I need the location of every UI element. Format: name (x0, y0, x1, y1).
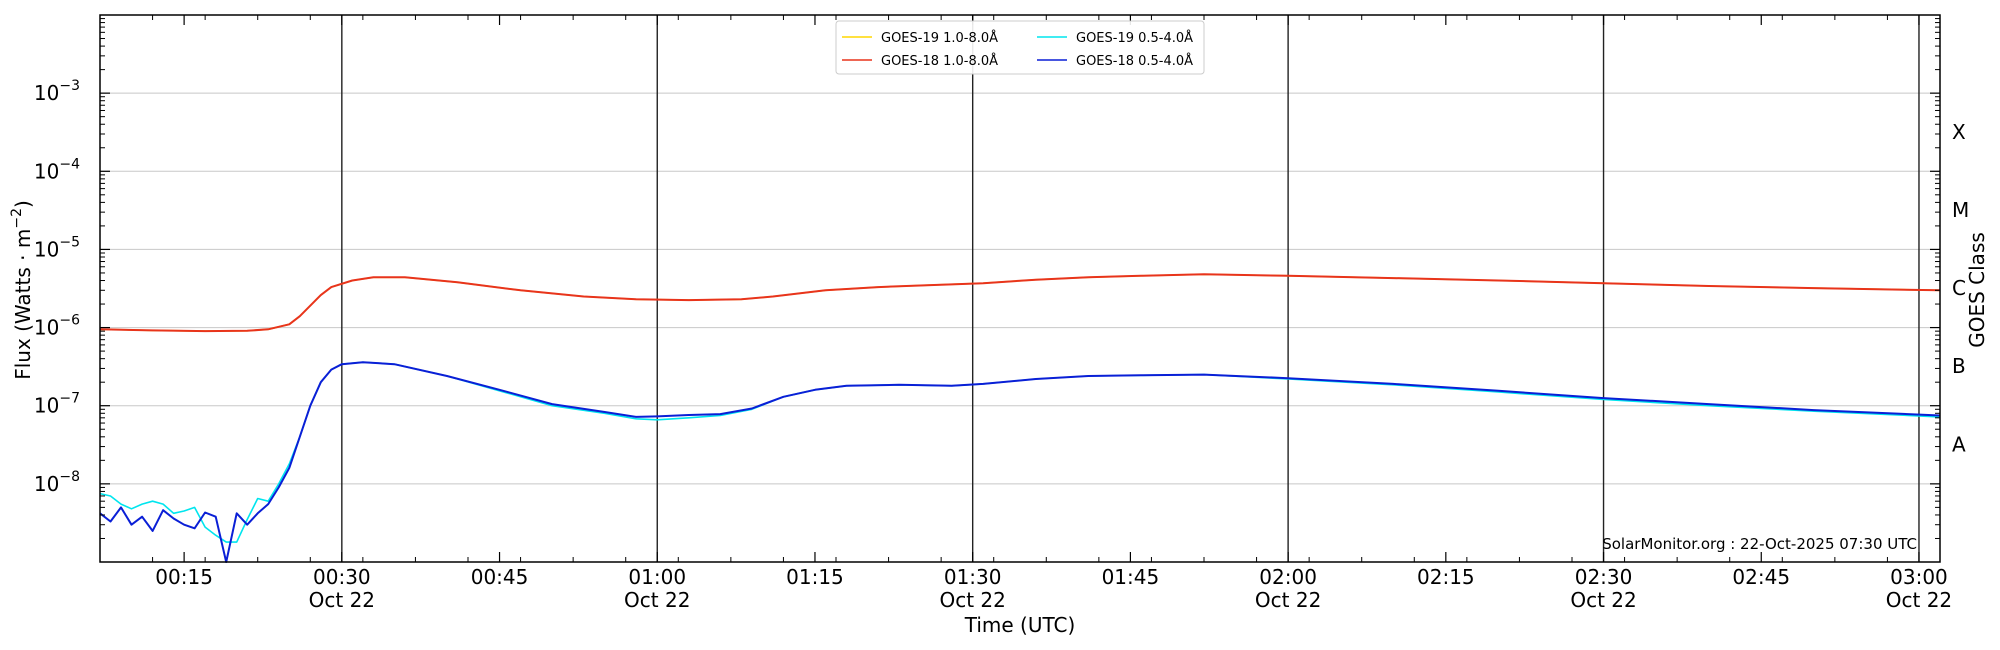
y-tick-label: 10−7 (34, 391, 80, 418)
y-tick-base: 10 (34, 159, 59, 183)
goes-class-label: M (1952, 198, 1969, 222)
legend-label-goes18-short: GOES-18 0.5-4.0Å (1076, 53, 1193, 69)
legend-label-goes19-long: GOES-19 1.0-8.0Å (881, 30, 998, 46)
vertical-day-lines (341, 15, 1920, 562)
y-tick-exponent: −4 (59, 156, 80, 172)
x-tick-label: 02:00 (1259, 565, 1317, 589)
x-tick-date-label: Oct 22 (1570, 588, 1636, 612)
goes-class-label: A (1952, 432, 1966, 456)
x-tick-date-label: Oct 22 (1886, 588, 1952, 612)
x-tick-label: 00:45 (471, 565, 529, 589)
y-tick-label: 10−8 (34, 469, 80, 496)
grid-layer (100, 92, 1940, 485)
y-axis-title: Flux (Watts · m−2) (9, 200, 35, 380)
y-tick-exponent: −5 (59, 234, 80, 250)
x-tick-label: 01:30 (944, 565, 1002, 589)
y-tick-exponent: −6 (59, 313, 80, 329)
x-tick-date-label: Oct 22 (624, 588, 690, 612)
x-tick-label: 01:00 (628, 565, 686, 589)
y-tick-base: 10 (34, 394, 59, 418)
tick-layer (99, 15, 1941, 562)
credit-text: SolarMonitor.org : 22-Oct-2025 07:30 UTC (1602, 535, 1917, 553)
x-tick-label: 02:45 (1732, 565, 1790, 589)
x-tick-date-label: Oct 22 (1255, 588, 1321, 612)
series-line-3 (99, 361, 1941, 563)
y-tick-base: 10 (34, 237, 59, 261)
goes-class-label: B (1952, 354, 1966, 378)
x-tick-label: 02:15 (1417, 565, 1475, 589)
y-tick-base: 10 (34, 316, 59, 340)
y-tick-label: 10−5 (34, 234, 80, 261)
goes-class-axis-title: GOES Class (1965, 232, 1989, 348)
y-tick-exponent: −3 (59, 78, 80, 94)
y-tick-label: 10−6 (34, 313, 80, 340)
y-tick-exponent: −7 (59, 391, 80, 407)
goes-class-label: C (1952, 276, 1966, 300)
series-layer (99, 273, 1941, 563)
x-tick-label: 00:30 (313, 565, 371, 589)
x-tick-label: 03:00 (1890, 565, 1948, 589)
y-tick-label: 10−3 (34, 78, 80, 105)
x-tick-label: 01:15 (786, 565, 844, 589)
x-tick-date-label: Oct 22 (309, 588, 375, 612)
legend-label-goes19-short: GOES-19 0.5-4.0Å (1076, 30, 1193, 46)
plot-frame (99, 14, 1941, 563)
y-tick-base: 10 (34, 81, 59, 105)
goes-class-label: X (1952, 120, 1966, 144)
y-tick-base: 10 (34, 472, 59, 496)
y-axis-title-exp: −2 (9, 208, 25, 229)
x-tick-date-label: Oct 22 (939, 588, 1005, 612)
y-axis-title-close: ) (11, 200, 35, 208)
x-tick-label: 00:15 (155, 565, 213, 589)
x-tick-label: 02:30 (1575, 565, 1633, 589)
x-tick-label: 01:45 (1102, 565, 1160, 589)
y-tick-label: 10−4 (34, 156, 80, 183)
series-line-2 (99, 361, 1941, 543)
legend-label-goes18-long: GOES-18 1.0-8.0Å (881, 53, 998, 69)
y-axis-title-main: Flux (Watts · m (11, 229, 35, 380)
series-line-0 (99, 273, 1941, 332)
y-tick-exponent: −8 (59, 469, 80, 485)
series-line-1 (99, 273, 1941, 333)
x-axis-title: Time (UTC) (964, 613, 1076, 637)
legend-box (835, 20, 1205, 75)
legend: GOES-19 1.0-8.0Å GOES-18 1.0-8.0Å GOES-1… (835, 20, 1205, 75)
